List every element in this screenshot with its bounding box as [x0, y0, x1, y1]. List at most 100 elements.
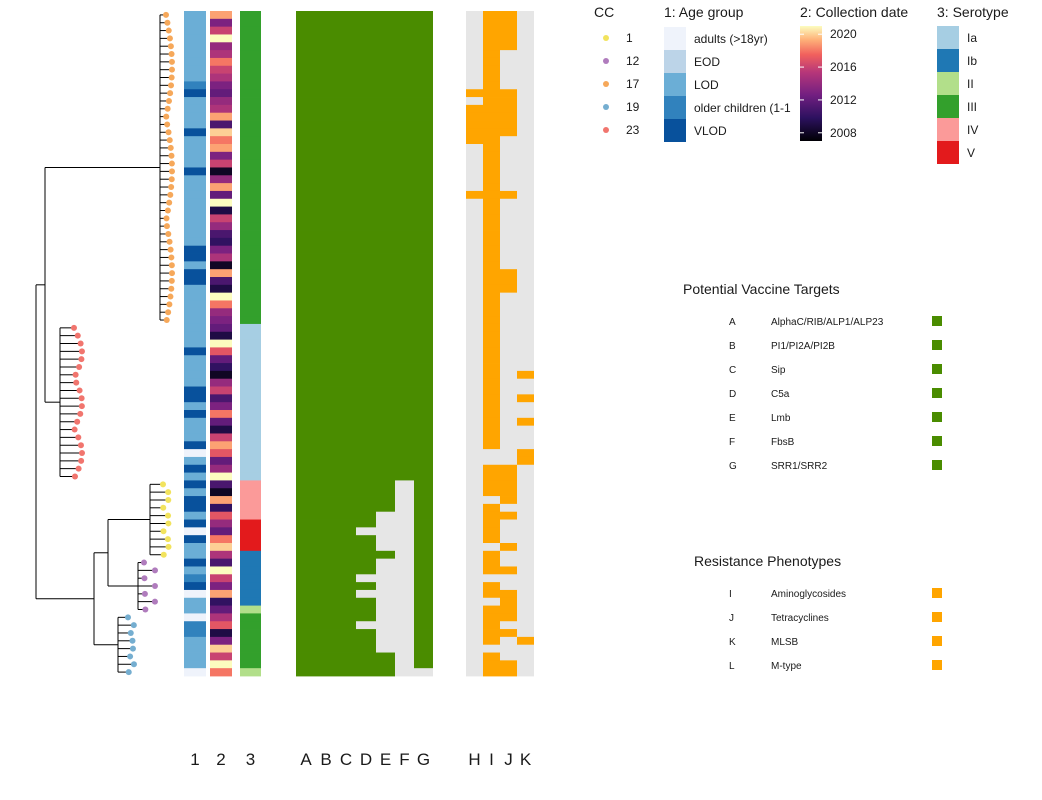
resistance-cell	[466, 81, 483, 90]
vaccine-target-cell	[296, 449, 316, 458]
vaccine-target-cell	[356, 11, 376, 20]
vaccine-target-cell	[316, 261, 336, 270]
resistance-cell	[517, 198, 534, 207]
cc-legend-label: 17	[626, 77, 640, 91]
vaccine-target-cell	[376, 441, 395, 450]
serotype-cell	[240, 386, 261, 395]
vaccine-target-cell	[356, 26, 376, 35]
vaccine-target-cell	[395, 331, 414, 340]
date-cell	[210, 660, 232, 669]
vaccine-target-cell	[376, 50, 395, 59]
age-cell	[184, 206, 206, 215]
resistance-cell	[466, 660, 483, 669]
vaccine-target-cell	[296, 339, 316, 348]
resistance-cell	[466, 511, 483, 520]
date-cell	[210, 159, 232, 168]
resistance-cell	[500, 378, 517, 387]
age-cell	[184, 300, 206, 309]
vaccine-target-cell	[356, 151, 376, 161]
cc-legend-key	[603, 127, 609, 133]
age-cell	[184, 175, 206, 184]
serotype-cell	[240, 613, 261, 622]
vaccine-target-cell	[414, 456, 433, 466]
vaccine-target-cell	[296, 245, 316, 254]
tree-tip-cc-23	[78, 348, 85, 355]
resistance-cell	[466, 222, 483, 231]
vaccine-target-cell	[296, 128, 316, 137]
resistance-cell	[517, 175, 534, 184]
resistance-cell	[500, 300, 517, 309]
date-cell	[210, 441, 232, 450]
age-cell	[184, 550, 206, 560]
tree-tip-cc-19	[129, 637, 136, 644]
vaccine-target-cell	[395, 425, 414, 434]
resistance-cell	[517, 89, 534, 98]
resistance-cell	[483, 144, 500, 153]
serotype-cell	[240, 605, 261, 614]
resistance-cell	[483, 284, 500, 294]
vaccine-target-cell	[414, 582, 433, 591]
vaccine-target-cell	[296, 104, 316, 114]
vaccine-target-cell	[414, 644, 433, 653]
vaccine-target-cell	[395, 347, 414, 356]
vaccine-target-letter: C	[729, 365, 736, 376]
vaccine-target-cell	[395, 323, 414, 333]
vaccine-target-cell	[296, 535, 316, 544]
vaccine-target-cell	[376, 159, 395, 168]
vaccine-target-cell	[414, 621, 433, 630]
vaccine-target-cell	[414, 136, 433, 145]
vaccine-target-cell	[395, 144, 414, 153]
vaccine-target-cell	[376, 308, 395, 317]
resistance-cell	[500, 433, 517, 442]
date-cell	[210, 527, 232, 536]
resistance-cell	[517, 104, 534, 114]
vaccine-target-cell	[376, 543, 395, 552]
vaccine-target-cell	[336, 214, 356, 223]
age-cell	[184, 136, 206, 145]
vaccine-target-cell	[296, 277, 316, 286]
resistance-cell	[483, 183, 500, 192]
resistance-cell	[483, 550, 500, 560]
vaccine-target-cell	[336, 34, 356, 43]
resistance-cell	[500, 65, 517, 74]
serotype-cell	[240, 441, 261, 450]
vaccine-target-cell	[414, 237, 433, 247]
vaccine-target-cell	[414, 355, 433, 364]
age-legend-key	[664, 96, 686, 119]
age-cell	[184, 378, 206, 387]
serotype-cell	[240, 50, 261, 59]
resistance-cell	[500, 198, 517, 207]
resistance-cell	[500, 316, 517, 325]
tree-tip-cc-17	[168, 82, 175, 89]
resistance-cell	[483, 57, 500, 67]
vaccine-target-cell	[376, 621, 395, 630]
vaccine-target-cell	[336, 144, 356, 153]
vaccine-target-cell	[414, 496, 433, 505]
vaccine-target-cell	[414, 18, 433, 28]
resistance-cell	[466, 503, 483, 513]
resistance-cell	[517, 355, 534, 364]
age-cell	[184, 355, 206, 364]
serotype-legend-key	[937, 72, 959, 95]
resistance-cell	[517, 159, 534, 168]
vaccine-target-name: FbsB	[771, 437, 795, 448]
resistance-cell	[466, 316, 483, 325]
resistance-cell	[517, 566, 534, 575]
serotype-cell	[240, 214, 261, 223]
resistance-cell	[466, 652, 483, 661]
vaccine-target-cell	[376, 629, 395, 638]
age-cell	[184, 558, 206, 567]
vaccine-target-cell	[296, 636, 316, 646]
vaccine-target-cell	[395, 73, 414, 82]
vaccine-target-cell	[395, 245, 414, 254]
tree-tip-cc-23	[75, 465, 82, 472]
vaccine-target-cell	[316, 300, 336, 309]
tree-tip-cc-17	[168, 66, 175, 73]
resistance-cell	[500, 89, 517, 98]
vaccine-target-cell	[316, 183, 336, 192]
resistance-cell	[517, 668, 534, 677]
vaccine-target-cell	[356, 363, 376, 372]
vaccine-target-cell	[316, 26, 336, 35]
resistance-cell	[483, 496, 500, 505]
vaccine-target-cell	[296, 222, 316, 231]
